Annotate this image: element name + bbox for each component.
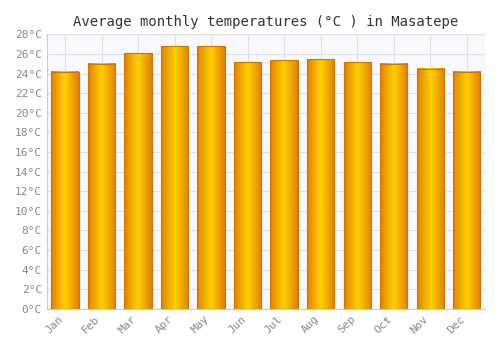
Bar <box>124 53 152 309</box>
Bar <box>52 72 79 309</box>
Bar <box>453 72 480 309</box>
Bar <box>198 46 225 309</box>
Bar <box>270 60 298 309</box>
Bar <box>380 64 407 309</box>
Bar <box>344 62 371 309</box>
Bar <box>234 62 262 309</box>
Bar <box>307 59 334 309</box>
Bar <box>416 69 444 309</box>
Bar <box>88 64 116 309</box>
Title: Average monthly temperatures (°C ) in Masatepe: Average monthly temperatures (°C ) in Ma… <box>74 15 458 29</box>
Bar <box>161 46 188 309</box>
